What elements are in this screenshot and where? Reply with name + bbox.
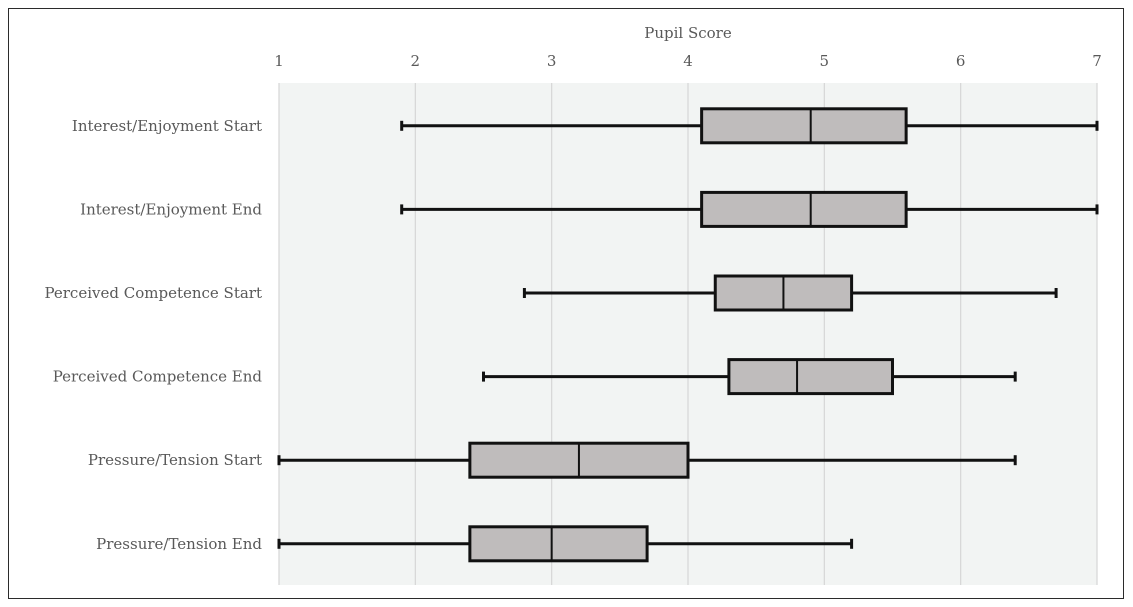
box-group [277, 525, 854, 563]
category-label: Pressure/Tension End [96, 535, 262, 553]
box-group [400, 190, 1099, 228]
iqr-box [700, 107, 908, 145]
category-label: Interest/Enjoyment Start [72, 117, 262, 135]
box-group [400, 107, 1099, 145]
x-tick-label: 4 [683, 52, 693, 70]
category-label: Perceived Competence End [53, 368, 263, 386]
x-tick-label: 3 [547, 52, 557, 70]
category-label: Pressure/Tension Start [88, 451, 262, 469]
category-label: Interest/Enjoyment End [80, 200, 262, 218]
x-tick-label: 5 [820, 52, 830, 70]
iqr-box [700, 190, 908, 228]
box-group [277, 441, 1017, 479]
category-labels: Interest/Enjoyment Start Interest/Enjoyme… [44, 117, 262, 553]
iqr-box [468, 525, 649, 563]
x-tick-label: 6 [956, 52, 966, 70]
box-group [522, 274, 1058, 312]
x-tick-label: 1 [274, 52, 284, 70]
boxes [277, 107, 1099, 563]
category-label: Perceived Competence Start [44, 284, 262, 302]
gridlines [278, 83, 1098, 585]
x-tick-label: 7 [1092, 52, 1102, 70]
box-group [482, 358, 1017, 396]
iqr-box [727, 358, 895, 396]
x-tick-labels: 1 2 3 4 5 6 7 [274, 52, 1102, 70]
x-axis-title: Pupil Score [644, 24, 732, 42]
x-tick-label: 2 [411, 52, 421, 70]
